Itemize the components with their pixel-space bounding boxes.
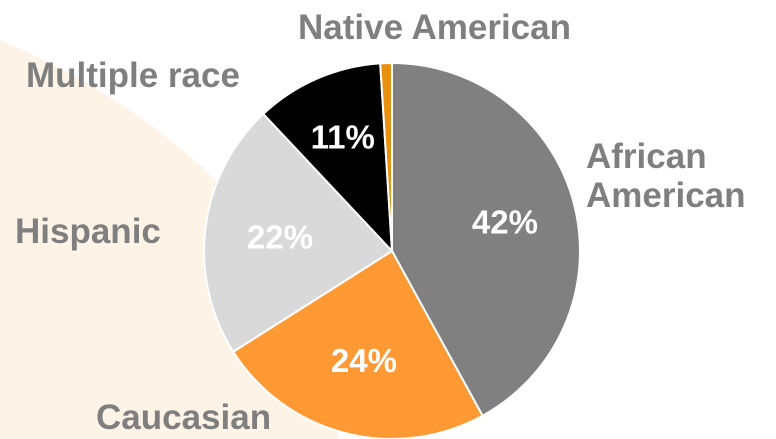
label-african-line1: African bbox=[586, 137, 707, 176]
legend-label-multiple-race: Multiple race bbox=[26, 56, 240, 95]
pie-slices bbox=[203, 61, 581, 439]
pie-slice-multiple-race bbox=[261, 62, 394, 254]
pie-value-label-african-american: 42% bbox=[472, 204, 538, 241]
pie-slice-native-american bbox=[379, 61, 393, 252]
legend-label-native-american: Native American bbox=[298, 8, 571, 47]
pie-value-label-hispanic: 22% bbox=[247, 218, 313, 255]
pie-value-labels: 42% 24% 22% 11% bbox=[247, 119, 538, 379]
legend-label-caucasian: Caucasian bbox=[96, 398, 272, 437]
legend-label-hispanic: Hispanic bbox=[15, 212, 161, 251]
pie-slice-hispanic bbox=[203, 112, 394, 354]
pie-value-label-multiple-race: 11% bbox=[311, 119, 375, 156]
pie-value-label-caucasian: 24% bbox=[331, 342, 397, 379]
pie-slice-caucasian bbox=[231, 249, 484, 439]
label-african-line2: American bbox=[586, 176, 746, 215]
legend-label-african-american: African American bbox=[586, 137, 746, 215]
pie-slice-african-american bbox=[391, 61, 581, 418]
